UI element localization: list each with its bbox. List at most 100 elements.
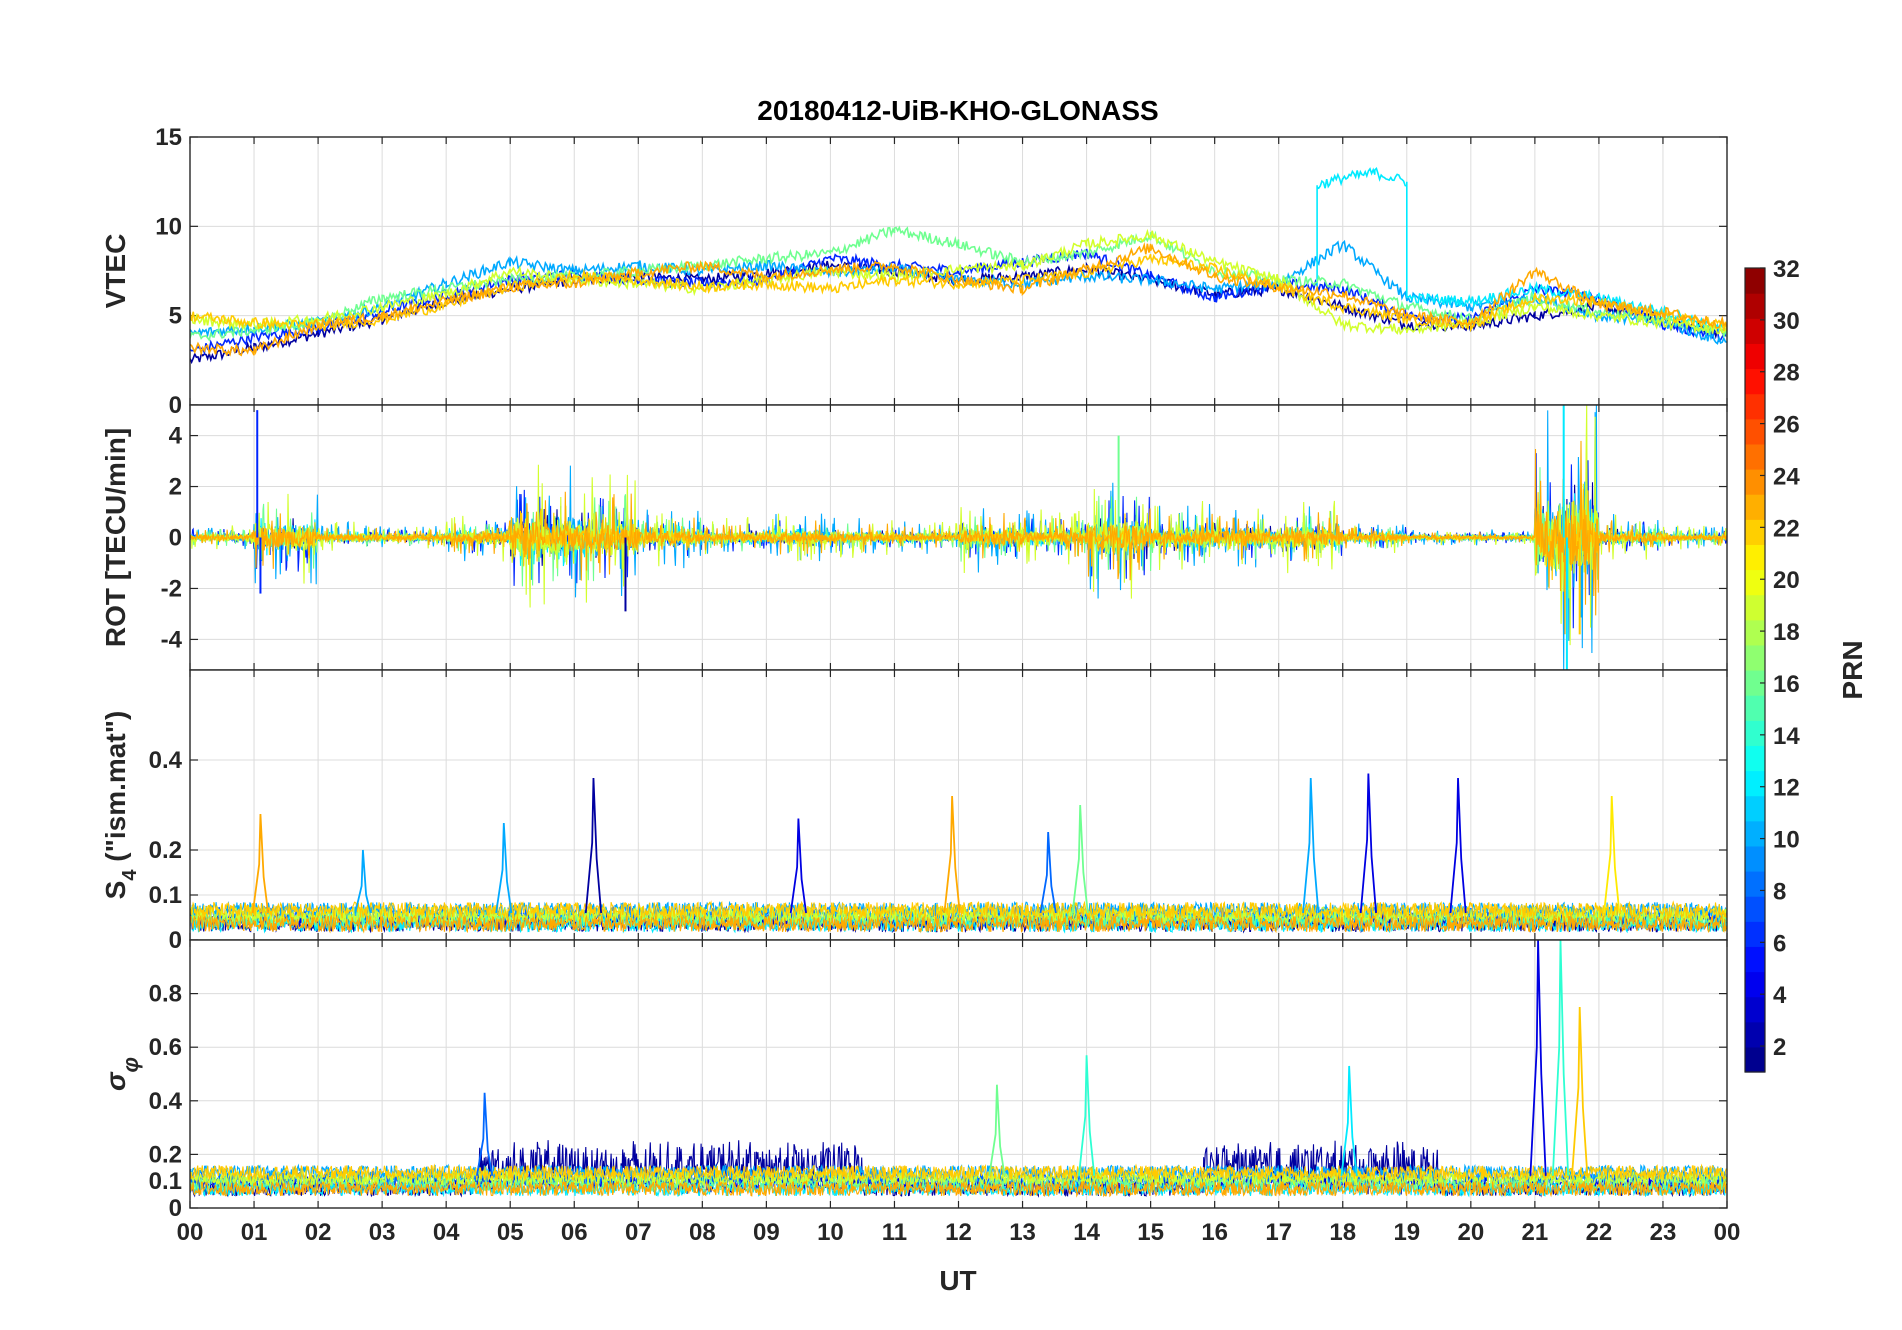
y-tick-label: 10 bbox=[155, 213, 182, 240]
y-tick-label: 0 bbox=[169, 1195, 182, 1222]
colorbar-frame bbox=[1744, 267, 1766, 1073]
sigma_phi-peak bbox=[1551, 940, 1570, 1176]
colorbar-tick-label: 12 bbox=[1773, 775, 1800, 802]
colorbar-segment bbox=[1745, 343, 1765, 370]
colorbar-segment bbox=[1745, 921, 1765, 947]
colorbar-tick-label: 20 bbox=[1773, 567, 1800, 594]
s4-series-prn-23 bbox=[190, 914, 1727, 934]
y-tick-label: 0.8 bbox=[149, 981, 182, 1008]
x-tick-label: 07 bbox=[625, 1219, 652, 1246]
colorbar-tick-label: 10 bbox=[1773, 827, 1800, 854]
colorbar-segment bbox=[1745, 896, 1765, 922]
y-axis-label: S4 ("ism.mat") bbox=[100, 711, 141, 900]
y-tick-label: 0.1 bbox=[149, 882, 182, 909]
colorbar-segment bbox=[1745, 418, 1765, 445]
colorbar-segment bbox=[1745, 318, 1765, 344]
x-tick-label: 13 bbox=[1009, 1219, 1036, 1246]
x-tick-label: 00 bbox=[1714, 1219, 1741, 1246]
y-tick-label: 0.1 bbox=[149, 1168, 182, 1195]
colorbar-segment bbox=[1745, 946, 1765, 973]
series-group bbox=[190, 405, 1727, 670]
y-tick-label: 0 bbox=[169, 525, 182, 552]
sigma_phi-series-prn-22 bbox=[190, 1163, 1727, 1182]
panel-vtec: 0 5 10 15 bbox=[155, 124, 1728, 419]
colorbar-segment bbox=[1745, 670, 1765, 696]
colorbar-segment bbox=[1745, 519, 1765, 545]
y-tick-label: 2 bbox=[169, 474, 182, 501]
y-tick-label: 0 bbox=[169, 927, 182, 954]
colorbar-tick-label: 22 bbox=[1773, 515, 1800, 542]
sigma_phi-peak bbox=[1340, 1065, 1358, 1176]
x-tick-label: 22 bbox=[1586, 1219, 1613, 1246]
sigma_phi-peak bbox=[988, 1084, 1006, 1176]
x-tick-label: 06 bbox=[561, 1219, 588, 1246]
s4-peak bbox=[789, 818, 807, 914]
x-tick-label: 19 bbox=[1393, 1219, 1420, 1246]
x-tick-label: 12 bbox=[945, 1219, 972, 1246]
sigma_phi-series-prn-23 bbox=[190, 1179, 1727, 1198]
s4-series-prn-22 bbox=[190, 900, 1727, 921]
colorbar-segment bbox=[1745, 720, 1765, 746]
y-tick-label: -2 bbox=[161, 575, 182, 602]
x-tick-label: 16 bbox=[1201, 1219, 1228, 1246]
colorbar-segment bbox=[1745, 1046, 1765, 1073]
colorbar-tick-label: 8 bbox=[1773, 878, 1786, 905]
x-tick-label: 02 bbox=[305, 1219, 332, 1246]
colorbar-segment bbox=[1745, 619, 1765, 646]
colorbar-segment bbox=[1745, 820, 1765, 847]
y-tick-label: -4 bbox=[161, 626, 183, 653]
sigma_phi-peak bbox=[1078, 1055, 1096, 1176]
x-tick-label: 14 bbox=[1073, 1219, 1100, 1246]
y-tick-label: 0.4 bbox=[149, 1088, 183, 1115]
s4-peak bbox=[1359, 773, 1377, 914]
s4-peak bbox=[251, 813, 270, 914]
colorbar-segment bbox=[1745, 544, 1765, 571]
colorbar-tick-label: 6 bbox=[1773, 930, 1786, 957]
s4-peak bbox=[1039, 831, 1057, 914]
panel-sigma_phi: 00.10.2 0.4 0.6 0.8 bbox=[149, 939, 1728, 1222]
colorbar-segment bbox=[1745, 695, 1765, 721]
s4-peak bbox=[1071, 804, 1089, 914]
s4-peak bbox=[1603, 795, 1621, 914]
vtec-series-prn-12 bbox=[1316, 167, 1727, 333]
colorbar-segment bbox=[1745, 293, 1765, 319]
y-tick-label: 5 bbox=[169, 303, 182, 330]
colorbar-tick-label: 14 bbox=[1773, 723, 1800, 750]
x-tick-label: 09 bbox=[753, 1219, 780, 1246]
x-tick-label: 17 bbox=[1265, 1219, 1292, 1246]
x-tick-label: 04 bbox=[433, 1219, 460, 1246]
x-tick-label: 15 bbox=[1137, 1219, 1164, 1246]
colorbar-tick-label: 26 bbox=[1773, 412, 1800, 439]
colorbar-segment bbox=[1745, 393, 1765, 420]
x-tick-label: 00 bbox=[177, 1219, 204, 1246]
colorbar-segment bbox=[1745, 569, 1765, 596]
colorbar-segment bbox=[1745, 795, 1765, 822]
colorbar-segment bbox=[1745, 971, 1765, 998]
colorbar-label: PRN bbox=[1837, 640, 1868, 699]
panels: 051015-4-202400.10.20.400.10.20.40.60.8V… bbox=[100, 124, 1740, 1246]
y-axis-label: VTEC bbox=[100, 234, 131, 309]
vtec-series-prn-19 bbox=[190, 228, 1727, 336]
x-tick-label: 18 bbox=[1329, 1219, 1356, 1246]
series-group bbox=[190, 773, 1727, 934]
sigma_phi-peak bbox=[1571, 1006, 1589, 1176]
x-tick-label: 03 bbox=[369, 1219, 396, 1246]
s4-peak bbox=[1302, 777, 1320, 914]
colorbar-segment bbox=[1745, 368, 1765, 395]
colorbar-tick-label: 18 bbox=[1773, 619, 1800, 646]
series-group bbox=[190, 167, 1727, 365]
colorbar-tick-label: 24 bbox=[1773, 463, 1800, 490]
colorbar-segment bbox=[1745, 443, 1765, 470]
x-tick-label: 05 bbox=[497, 1219, 524, 1246]
y-tick-label: 4 bbox=[169, 423, 183, 450]
colorbar-segment bbox=[1745, 268, 1765, 294]
colorbar-tick-label: 28 bbox=[1773, 360, 1800, 387]
x-tick-label: 11 bbox=[882, 1219, 907, 1246]
x-tick-label: 23 bbox=[1650, 1219, 1677, 1246]
y-tick-label: 0 bbox=[169, 392, 182, 419]
colorbar-segment bbox=[1745, 996, 1765, 1023]
s4-peak bbox=[584, 777, 603, 914]
x-tick-label: 21 bbox=[1522, 1219, 1549, 1246]
